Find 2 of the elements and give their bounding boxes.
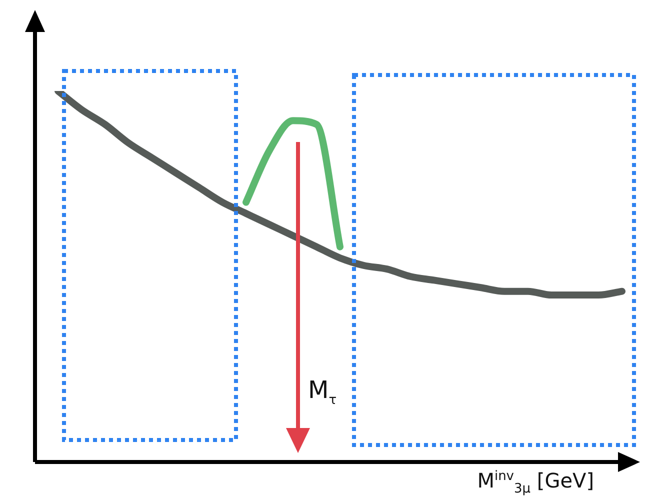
x-axis-title: M$^{inv}$$_{3μ}$ [GeV] [477,468,594,497]
annotation: M$_{τ}$ [308,376,337,408]
